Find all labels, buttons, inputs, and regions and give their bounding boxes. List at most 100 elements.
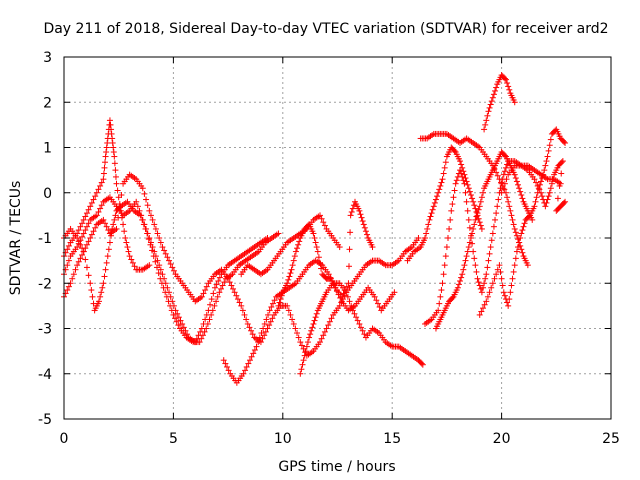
data-point: [196, 339, 203, 346]
data-point: [256, 334, 263, 341]
data-point: [343, 283, 350, 290]
data-point: [69, 275, 76, 282]
data-point: [511, 225, 518, 232]
data-point: [513, 178, 520, 185]
data-point: [493, 84, 500, 91]
data-point: [170, 311, 177, 318]
data-point: [143, 196, 150, 203]
data-point: [77, 223, 84, 230]
data-point: [79, 245, 86, 252]
data-point: [240, 370, 247, 377]
data-point: [429, 206, 436, 213]
data-point: [444, 235, 451, 241]
data-point: [424, 225, 431, 232]
data-point: [211, 284, 218, 291]
data-point: [465, 185, 472, 192]
data-point: [473, 213, 480, 220]
data-point: [442, 253, 449, 260]
data-point: [75, 227, 82, 234]
data-point: [464, 248, 471, 255]
data-point: [93, 189, 100, 196]
data-point: [160, 284, 167, 291]
data-point: [231, 289, 238, 296]
series-track-e: [220, 198, 376, 386]
data-point: [242, 367, 249, 374]
data-point: [525, 213, 532, 220]
data-point: [228, 282, 235, 289]
y-axis-label: SDTVAR / TECUs: [8, 181, 24, 296]
data-point: [144, 230, 151, 237]
data-point: [320, 332, 327, 339]
data-points: [61, 72, 569, 386]
data-point: [249, 331, 256, 338]
data-point: [462, 175, 469, 182]
data-point: [166, 257, 173, 264]
data-point: [152, 258, 159, 265]
data-point: [546, 189, 553, 196]
data-point: [521, 220, 528, 227]
data-point: [248, 327, 255, 334]
data-point: [308, 327, 315, 334]
data-point: [347, 212, 354, 219]
data-point: [129, 259, 136, 266]
data-point: [544, 153, 551, 160]
data-point: [346, 298, 353, 305]
data-point: [477, 198, 484, 205]
data-point: [172, 315, 179, 322]
data-point: [560, 138, 567, 145]
data-point: [336, 302, 343, 309]
data-point: [550, 176, 557, 183]
data-point: [250, 350, 257, 357]
data-point: [427, 213, 434, 220]
data-point: [474, 275, 481, 282]
data-point: [238, 302, 245, 309]
data-point: [506, 86, 513, 93]
data-point: [471, 202, 478, 209]
data-point: [510, 268, 517, 275]
series-track-k: [404, 144, 485, 264]
data-point: [239, 307, 246, 314]
data-point: [488, 237, 495, 244]
data-point: [286, 273, 293, 280]
data-point: [357, 211, 364, 218]
data-point: [489, 94, 496, 101]
data-point: [505, 198, 512, 205]
data-point: [120, 221, 127, 228]
data-point: [326, 318, 333, 325]
data-point: [518, 230, 525, 237]
data-point: [79, 251, 86, 258]
data-point: [100, 170, 107, 177]
data-point: [268, 304, 275, 311]
data-point: [297, 339, 304, 346]
data-point: [497, 268, 504, 275]
data-point: [150, 253, 157, 260]
data-point: [486, 104, 493, 111]
y-tick-label: 3: [43, 50, 52, 66]
data-point: [483, 271, 490, 278]
y-tick-label: -4: [38, 367, 52, 383]
data-point: [436, 186, 443, 193]
data-point: [494, 172, 501, 179]
data-point: [211, 302, 218, 309]
data-point: [104, 253, 111, 260]
data-point: [446, 225, 453, 232]
data-point: [481, 280, 488, 287]
data-point: [484, 293, 491, 300]
data-point: [484, 112, 491, 119]
series-track-m: [481, 72, 518, 133]
data-point: [134, 203, 141, 210]
data-point: [437, 182, 444, 189]
data-point: [316, 212, 323, 219]
data-point: [261, 320, 268, 327]
data-point: [175, 314, 182, 321]
data-point: [301, 352, 308, 359]
data-point: [524, 262, 531, 269]
data-point: [545, 193, 552, 200]
data-point: [531, 203, 538, 210]
data-point: [259, 335, 266, 342]
data-point: [290, 320, 297, 327]
data-point: [96, 298, 103, 305]
data-point: [476, 282, 483, 289]
data-point: [461, 262, 468, 269]
